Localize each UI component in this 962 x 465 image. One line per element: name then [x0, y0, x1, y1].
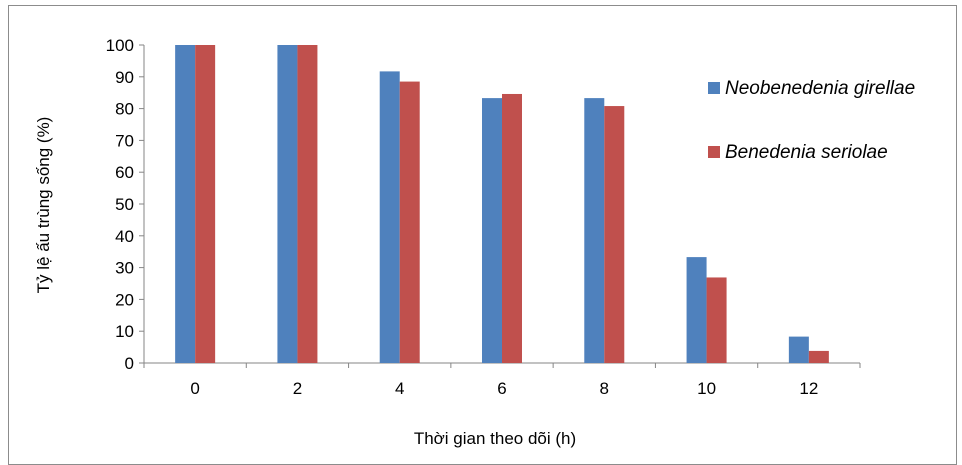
x-axis: 0 2 4 6 8 10 12 [143, 362, 861, 398]
bar-chart: 0 10 20 30 40 50 60 70 80 90 100 0 2 4 6 8 10 12 Neobene… [34, 36, 915, 448]
bar-series1-6 [482, 98, 502, 363]
y-tick-label: 70 [115, 131, 134, 150]
bar-series2-10 [706, 277, 727, 363]
bar-series1-8 [584, 98, 605, 363]
legend-label: Benedenia seriolae [725, 142, 888, 163]
legend-swatch [708, 82, 720, 94]
x-tick-label: 8 [600, 379, 609, 398]
bar-series2-6 [502, 93, 522, 364]
y-tick-label: 80 [115, 100, 134, 119]
x-tick-label: 12 [799, 379, 818, 398]
y-tick-label: 100 [106, 36, 134, 55]
x-tick-label: 10 [697, 379, 716, 398]
bar-series1-0 [175, 45, 196, 363]
legend-label: Neobenedenia girellae [725, 78, 915, 99]
bar-series2-12 [808, 350, 829, 363]
y-tick-label: 90 [115, 68, 134, 87]
x-tick-label: 4 [395, 379, 404, 398]
bar-series2-0 [195, 45, 216, 363]
y-tick-label: 40 [115, 227, 134, 246]
x-tick-label: 2 [293, 379, 302, 398]
y-tick-label: 20 [115, 290, 134, 309]
y-tick-label: 50 [115, 195, 134, 214]
bar-series2-8 [604, 106, 625, 363]
y-tick-label: 60 [115, 163, 134, 182]
bar-series2-4 [399, 81, 420, 363]
bar-series1-4 [379, 71, 400, 364]
bar-series1-10 [686, 257, 707, 363]
y-tick-label: 0 [125, 354, 134, 373]
bars [175, 45, 829, 364]
legend: Neobenedenia girellae Benedenia seriolae [708, 78, 915, 163]
x-axis-label: Thời gian theo dõi (h) [414, 429, 576, 448]
bar-series1-2 [277, 45, 298, 363]
x-tick-label: 6 [497, 379, 506, 398]
y-tick-label: 30 [115, 259, 134, 278]
legend-swatch [708, 146, 720, 158]
bar-series2-2 [297, 45, 318, 363]
x-tick-label: 0 [190, 379, 199, 398]
y-axis-label: Tỷ lệ ấu trùng sống (%) [34, 117, 53, 294]
y-tick-label: 10 [115, 322, 134, 341]
bar-series1-12 [788, 336, 809, 363]
y-axis: 0 10 20 30 40 50 60 70 80 90 100 [106, 36, 145, 373]
